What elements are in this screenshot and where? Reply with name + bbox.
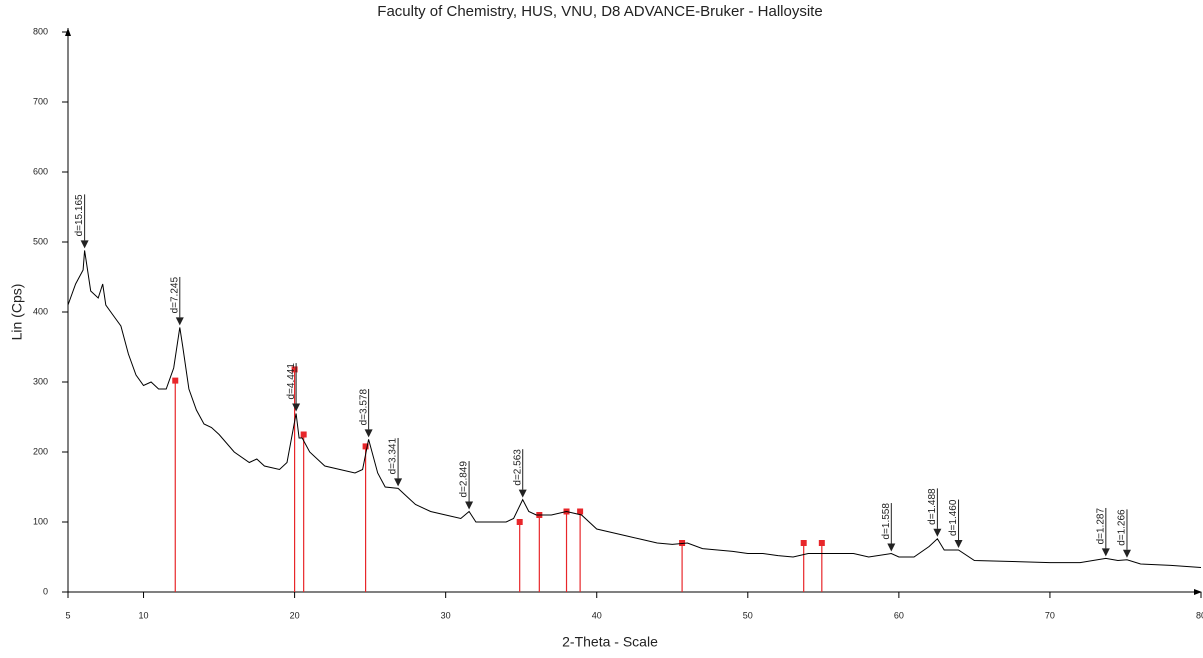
peak-label: d=3.578	[358, 389, 369, 426]
x-tick-label: 70	[1045, 610, 1055, 620]
diffraction-line	[67, 250, 1202, 568]
peak-label: d=1.266	[1117, 509, 1128, 546]
peak-label: d=3.341	[388, 438, 399, 475]
reference-marker	[818, 540, 825, 546]
x-tick-label: 10	[139, 610, 149, 620]
reference-marker	[291, 366, 298, 373]
x-axis-arrow	[1194, 589, 1202, 595]
x-tick-label: 40	[592, 610, 602, 620]
peak-label: d=1.287	[1095, 508, 1106, 545]
peak-label: d=1.558	[881, 503, 892, 540]
reference-marker	[800, 540, 807, 546]
peak-arrow	[175, 317, 184, 326]
y-tick-label: 200	[33, 446, 48, 456]
x-tick-label: 20	[290, 610, 300, 620]
chart-title: Faculty of Chemistry, HUS, VNU, D8 ADVAN…	[377, 3, 822, 20]
peak-arrow	[80, 240, 89, 249]
peak-label: d=2.849	[459, 461, 470, 498]
y-axis-label: Lin (Cps)	[9, 284, 25, 341]
peak-arrow	[954, 540, 963, 548]
reference-marker	[577, 508, 584, 515]
y-tick-label: 0	[43, 586, 48, 596]
peak-label: d=15.165	[74, 194, 85, 236]
y-tick-label: 400	[33, 306, 48, 316]
peak-label: d=2.563	[512, 449, 523, 486]
x-tick-label: 5	[65, 610, 70, 620]
x-axis-label: 2-Theta - Scale	[562, 634, 658, 650]
peak-arrow	[887, 543, 896, 552]
peak-arrow	[364, 429, 373, 438]
reference-marker	[516, 519, 523, 525]
x-tick-label: 50	[743, 610, 753, 620]
reference-marker	[172, 377, 179, 384]
y-tick-label: 700	[33, 96, 48, 106]
reference-marker	[362, 443, 369, 450]
peak-arrow	[933, 528, 942, 537]
peak-label: d=4.441	[286, 363, 297, 400]
x-tick-label: 80	[1196, 610, 1203, 620]
peak-arrow	[518, 489, 527, 498]
x-tick-label: 60	[894, 610, 904, 620]
y-tick-label: 600	[33, 166, 48, 176]
y-tick-label: 100	[33, 516, 48, 526]
y-tick-label: 300	[33, 376, 48, 386]
peak-arrow	[1122, 549, 1131, 558]
peak-label: d=1.488	[927, 488, 938, 525]
peak-label: d=1.460	[948, 499, 959, 536]
peak-arrow	[1101, 548, 1110, 557]
peak-arrow	[292, 403, 301, 412]
peak-arrow	[394, 478, 403, 487]
reference-marker	[300, 431, 307, 438]
y-tick-label: 800	[33, 26, 48, 36]
peak-label: d=7.245	[169, 277, 180, 314]
peak-arrow	[465, 501, 474, 510]
y-tick-label: 500	[33, 236, 48, 246]
x-tick-label: 30	[441, 610, 451, 620]
